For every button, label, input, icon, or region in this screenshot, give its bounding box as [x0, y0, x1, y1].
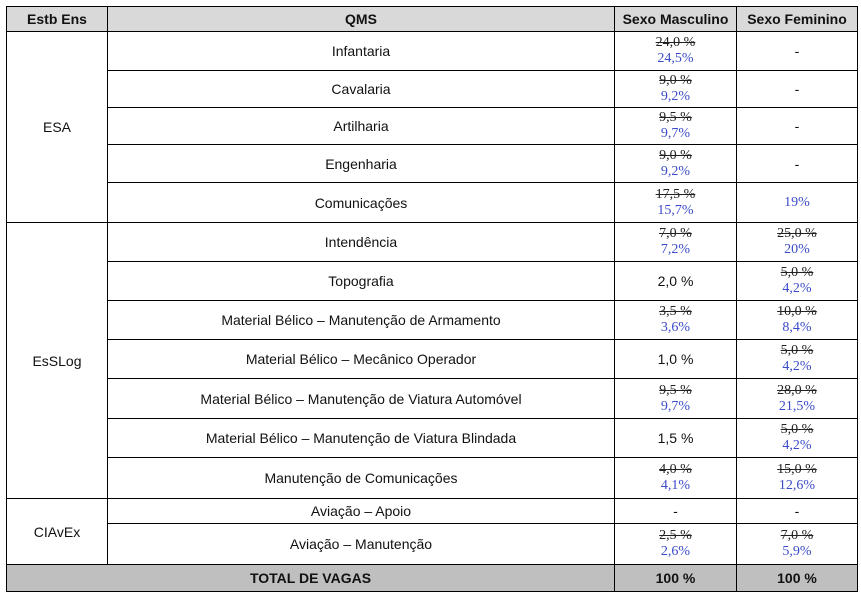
table-row: Manutenção de Comunicações 4,0 % 4,1% 15,… [7, 457, 858, 499]
table-row: Cavalaria 9,0 % 9,2% - [7, 70, 858, 108]
table-row: Aviação – Manutenção 2,5 % 2,6% 7,0 % 5,9% [7, 523, 858, 565]
fem-cell: 25,0 % 20% [736, 222, 858, 262]
header-fem: Sexo Feminino [736, 6, 858, 32]
header-row: Estb Ens QMS Sexo Masculino Sexo Feminin… [6, 6, 858, 32]
masc-cell: 17,5 % 15,7% [614, 182, 737, 223]
masc-cell: 9,5 % 9,7% [614, 107, 737, 145]
qms-cell: Topografia [107, 261, 615, 301]
qms-cell: Infantaria [107, 31, 615, 71]
fem-cell: - [736, 498, 858, 524]
fem-cell: 28,0 % 21,5% [736, 378, 858, 419]
fem-cell: 5,0 % 4,2% [736, 418, 858, 458]
qms-cell: Material Bélico – Manutenção de Armament… [107, 300, 615, 340]
qms-cell: Cavalaria [107, 70, 615, 108]
fem-cell: - [736, 144, 858, 183]
fem-cell: 10,0 % 8,4% [736, 300, 858, 340]
qms-cell: Intendência [107, 222, 615, 262]
qms-cell: Artilharia [107, 107, 615, 145]
masc-cell: 3,5 % 3,6% [614, 300, 737, 340]
masc-cell: 1,0 % [614, 339, 737, 379]
masc-cell: 24,0 % 24,5% [614, 31, 737, 71]
masc-cell: - [614, 498, 737, 524]
qms-cell: Engenharia [107, 144, 615, 183]
total-masc: 100 % [614, 564, 737, 592]
masc-cell: 9,0 % 9,2% [614, 144, 737, 183]
vagas-table: Estb Ens QMS Sexo Masculino Sexo Feminin… [6, 6, 858, 592]
total-row: TOTAL DE VAGAS 100 % 100 % [6, 564, 858, 592]
fem-cell: - [736, 107, 858, 145]
fem-cell: 7,0 % 5,9% [736, 523, 858, 565]
table-row: CIAvEx Aviação – Apoio - - [6, 498, 858, 565]
table-row: Material Bélico – Manutenção de Viatura … [7, 378, 858, 419]
table-row: Artilharia 9,5 % 9,7% - [7, 107, 858, 145]
qms-cell: Comunicações [107, 182, 615, 223]
fem-cell: - [736, 70, 858, 108]
group-esa: ESA [6, 31, 108, 223]
qms-cell: Material Bélico – Manutenção de Viatura … [107, 418, 615, 458]
header-estb: Estb Ens [6, 6, 108, 32]
table-row: Topografia 2,0 % 5,0 % 4,2% [7, 261, 858, 301]
qms-cell: Manutenção de Comunicações [107, 457, 615, 499]
fem-cell: 15,0 % 12,6% [736, 457, 858, 499]
total-label: TOTAL DE VAGAS [6, 564, 615, 592]
qms-cell: Aviação – Manutenção [107, 523, 615, 565]
masc-cell: 1,5 % [614, 418, 737, 458]
table-row: ESA Infantaria 24,0 % 24,5% - [6, 31, 858, 223]
table-row: Material Bélico – Manutenção de Armament… [7, 300, 858, 340]
masc-cell: 2,0 % [614, 261, 737, 301]
table-row: Material Bélico – Mecânico Operador 1,0 … [7, 339, 858, 379]
qms-cell: Material Bélico – Mecânico Operador [107, 339, 615, 379]
fem-cell: 5,0 % 4,2% [736, 339, 858, 379]
total-fem: 100 % [736, 564, 858, 592]
fem-cell: 19% [736, 182, 858, 223]
table-row: Engenharia 9,0 % 9,2% - [7, 144, 858, 183]
masc-cell: 7,0 % 7,2% [614, 222, 737, 262]
qms-cell: Aviação – Apoio [107, 498, 615, 524]
header-qms: QMS [107, 6, 615, 32]
group-ciavex: CIAvEx [6, 498, 108, 565]
table-row: Material Bélico – Manutenção de Viatura … [7, 418, 858, 458]
fem-cell: - [736, 31, 858, 71]
fem-cell: 5,0 % 4,2% [736, 261, 858, 301]
group-esslog: EsSLog [6, 222, 108, 499]
header-masc: Sexo Masculino [614, 6, 737, 32]
table-row: Comunicações 17,5 % 15,7% 19% [7, 182, 858, 223]
qms-cell: Material Bélico – Manutenção de Viatura … [107, 378, 615, 419]
table-row: EsSLog Intendência 7,0 % 7,2% 25,0 % 20% [6, 222, 858, 499]
masc-cell: 4,0 % 4,1% [614, 457, 737, 499]
masc-cell: 9,0 % 9,2% [614, 70, 737, 108]
masc-cell: 2,5 % 2,6% [614, 523, 737, 565]
masc-cell: 9,5 % 9,7% [614, 378, 737, 419]
